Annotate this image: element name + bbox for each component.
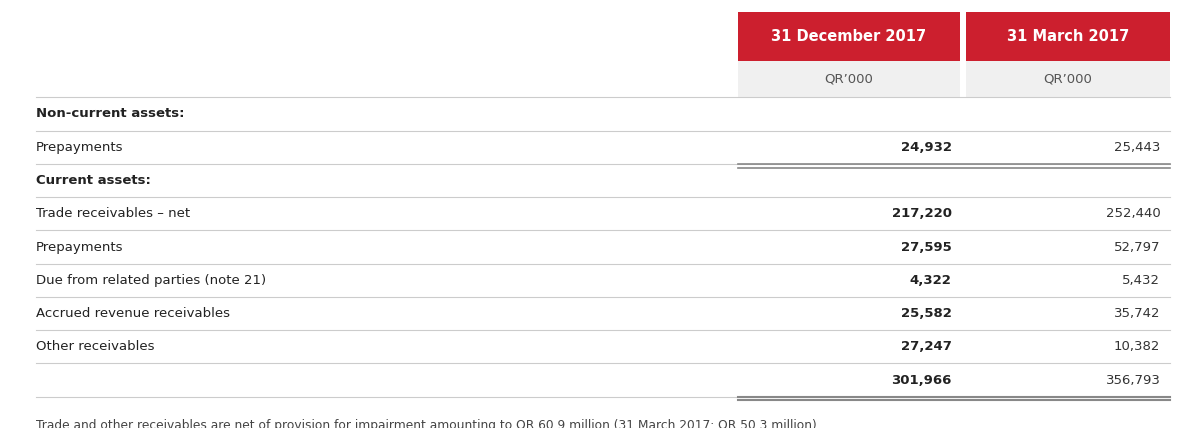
Bar	[966, 12, 1170, 61]
Text: 5,432: 5,432	[1122, 274, 1160, 287]
Bar	[966, 61, 1170, 97]
Bar	[738, 61, 960, 97]
Text: Trade and other receivables are net of provision for impairment amounting to QR : Trade and other receivables are net of p…	[36, 419, 821, 428]
Text: QR’000: QR’000	[824, 73, 874, 86]
Text: 301,966: 301,966	[892, 374, 952, 386]
Text: Other receivables: Other receivables	[36, 340, 155, 354]
Text: Non-current assets:: Non-current assets:	[36, 107, 185, 121]
Text: 10,382: 10,382	[1114, 340, 1160, 354]
Text: 31 December 2017: 31 December 2017	[772, 29, 926, 44]
Text: 52,797: 52,797	[1114, 241, 1160, 253]
Text: Due from related parties (note 21): Due from related parties (note 21)	[36, 274, 266, 287]
Text: 356,793: 356,793	[1105, 374, 1160, 386]
Text: 4,322: 4,322	[910, 274, 952, 287]
Text: 27,595: 27,595	[901, 241, 952, 253]
Text: 25,582: 25,582	[901, 307, 952, 320]
Text: Trade receivables – net: Trade receivables – net	[36, 207, 190, 220]
Bar	[738, 12, 960, 61]
Text: 25,443: 25,443	[1114, 141, 1160, 154]
Text: Accrued revenue receivables: Accrued revenue receivables	[36, 307, 230, 320]
Text: 27,247: 27,247	[901, 340, 952, 354]
Text: 35,742: 35,742	[1114, 307, 1160, 320]
Text: 217,220: 217,220	[892, 207, 952, 220]
Text: 31 March 2017: 31 March 2017	[1007, 29, 1129, 44]
Text: 252,440: 252,440	[1105, 207, 1160, 220]
Text: QR’000: QR’000	[1044, 73, 1092, 86]
Text: Prepayments: Prepayments	[36, 241, 124, 253]
Text: Prepayments: Prepayments	[36, 141, 124, 154]
Text: Current assets:: Current assets:	[36, 174, 151, 187]
Text: 24,932: 24,932	[900, 141, 952, 154]
